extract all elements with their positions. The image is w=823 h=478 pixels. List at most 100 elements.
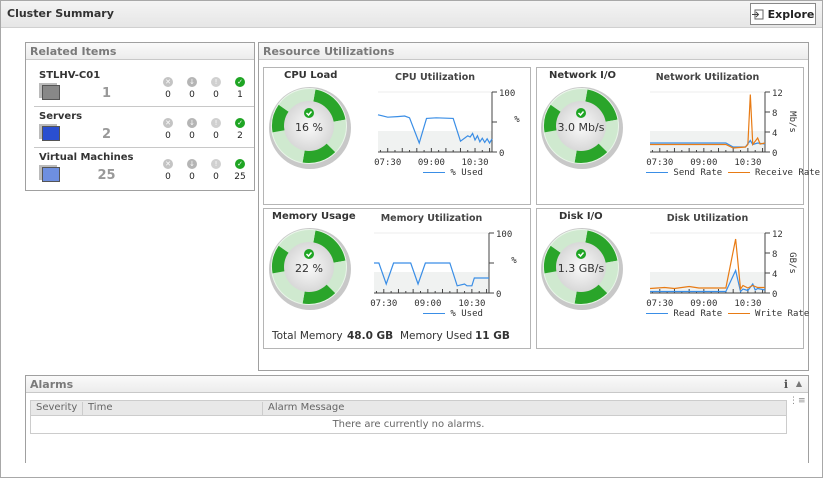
y-tick-label: 12 — [772, 89, 783, 99]
cpu-legend: % Used — [263, 168, 530, 178]
cpu-load-title: CPU Load — [284, 70, 338, 81]
cpu-load-gauge[interactable]: 16 % — [268, 86, 352, 173]
alarms-table: Severity Time Alarm Message There are cu… — [30, 400, 787, 434]
major-status-icon: ↓ — [187, 77, 197, 87]
legend-swatch — [727, 313, 750, 314]
normal-count: 2 — [237, 131, 243, 141]
total-memory-value: 48.0 GB — [347, 330, 394, 342]
explore-button[interactable]: Explore — [750, 3, 816, 25]
y-axis-label: Mb/s — [787, 111, 797, 133]
y-tick-label: 100 — [496, 230, 512, 240]
legend-item: % Used — [423, 309, 483, 319]
major-status[interactable]: ↓ 0 — [185, 118, 199, 141]
x-tick-label: 09:00 — [414, 299, 441, 309]
normal-status[interactable]: ✓ 2 — [233, 118, 247, 141]
related-item-name[interactable]: Servers — [39, 111, 83, 122]
normal-status-icon — [576, 108, 586, 118]
memory-chart-title: Memory Utilization — [380, 213, 483, 224]
legend-swatch — [727, 172, 750, 173]
disk-chart-title: Disk Utilization — [666, 213, 749, 224]
info-icon[interactable]: i — [783, 378, 788, 391]
normal-status[interactable]: ✓ 25 — [233, 159, 247, 182]
memory-chart: 07:30 09:00 10:30 0 100% — [370, 230, 517, 309]
warning-status[interactable]: ! 0 — [209, 159, 223, 182]
warning-status[interactable]: ! 0 — [209, 77, 223, 100]
critical-status[interactable]: ✕ 0 — [161, 159, 175, 182]
column-chooser-icon[interactable]: ⋮≡ — [789, 396, 806, 406]
cpu-chart: 07:30 09:00 10:30 0 100% — [374, 89, 520, 168]
critical-status[interactable]: ✕ 0 — [161, 77, 175, 100]
critical-status[interactable]: ✕ 0 — [161, 118, 175, 141]
column-time[interactable]: Time — [83, 402, 263, 416]
warning-count: 0 — [213, 90, 219, 100]
y-axis-label: GB/s — [787, 252, 797, 274]
related-item-name[interactable]: STLHV-C01 — [39, 70, 101, 81]
y-tick-label: 12 — [772, 230, 783, 240]
normal-count: 1 — [237, 90, 243, 100]
legend-label: Write Rate — [755, 309, 810, 319]
page-title: Cluster Summary — [7, 7, 114, 20]
gauge-value: 1.3 GB/s — [558, 262, 605, 275]
cluster-icon — [42, 85, 60, 100]
related-item-row[interactable]: STLHV-C01 1 ✕ 0 ↓ 0! 0 ✓ 1 — [34, 67, 254, 107]
gauge-ring: 16 % — [269, 87, 351, 169]
collapse-icon[interactable]: ▲ — [795, 379, 802, 388]
virtual-machine-icon — [42, 167, 60, 182]
x-tick-label: 07:30 — [374, 158, 401, 168]
x-tick-label: 10:30 — [458, 299, 485, 309]
memory-used-label: Memory Used — [400, 330, 473, 342]
y-tick-label: 4 — [772, 270, 777, 280]
normal-status-icon — [576, 249, 586, 259]
gauge-ring: 22 % — [269, 228, 351, 310]
normal-status-icon: ✓ — [235, 159, 245, 169]
related-item-count[interactable]: 1 — [101, 86, 112, 101]
alarms-title: Alarms — [26, 376, 808, 393]
gauge-value: 3.0 Mb/s — [558, 121, 605, 134]
warning-status[interactable]: ! 0 — [209, 118, 223, 141]
series-line-receive-rate — [650, 94, 766, 149]
network-io-title: Network I/O — [549, 70, 616, 81]
warning-count: 0 — [213, 131, 219, 141]
gauge-ring: 1.3 GB/s — [541, 228, 623, 310]
related-item-row[interactable]: Servers 2 ✕ 0 ↓ 0 ! 0 ✓ 2 — [34, 108, 254, 148]
critical-count: 0 — [165, 131, 171, 141]
major-status[interactable]: ↓ 0 — [185, 77, 199, 100]
normal-status[interactable]: ✓ 1 — [233, 77, 247, 100]
x-tick-label: 09:00 — [418, 158, 445, 168]
legend-swatch — [646, 313, 668, 314]
column-severity[interactable]: Severity — [31, 402, 83, 416]
warning-status-icon: ! — [211, 77, 221, 87]
y-tick-label: 4 — [772, 129, 777, 139]
major-status[interactable]: ↓ 0 — [185, 159, 199, 182]
resource-utilizations-title: Resource Utilizations — [259, 43, 808, 60]
alarms-table-header: Severity Time Alarm Message — [31, 401, 786, 416]
related-item-row[interactable]: Virtual Machines 25 ✕ 0 ↓ 0 ! 0 ✓ 25 — [34, 149, 254, 189]
disk-io-gauge[interactable]: 1.3 GB/s — [540, 227, 624, 314]
x-tick-label: 10:30 — [461, 158, 488, 168]
y-axis-label: % — [514, 115, 520, 125]
legend-swatch — [646, 172, 668, 173]
y-tick-label: 0 — [772, 290, 777, 300]
related-item-count[interactable]: 25 — [97, 168, 116, 183]
critical-count: 0 — [165, 90, 171, 100]
critical-status-icon: ✕ — [163, 77, 173, 87]
network-io-gauge[interactable]: 3.0 Mb/s — [540, 86, 624, 173]
related-item-count[interactable]: 2 — [101, 127, 112, 142]
x-tick-label: 07:30 — [646, 158, 673, 168]
memory-usage-gauge[interactable]: 22 % — [268, 227, 352, 314]
major-count: 0 — [189, 172, 195, 182]
explore-label: Explore — [767, 7, 815, 21]
x-tick-label: 07:30 — [370, 299, 397, 309]
legend-label: Send Rate — [673, 168, 723, 178]
related-item-name[interactable]: Virtual Machines — [39, 152, 134, 163]
warning-count: 0 — [213, 172, 219, 182]
column-alarm-message[interactable]: Alarm Message — [268, 402, 345, 413]
normal-count: 25 — [234, 172, 246, 182]
series-line--used — [377, 114, 493, 145]
y-tick-label: 8 — [772, 109, 777, 119]
legend-label: % Used — [450, 168, 483, 178]
gauge-ring: 3.0 Mb/s — [541, 87, 623, 169]
x-tick-label: 09:00 — [690, 299, 717, 309]
alarms-panel: Alarms i ▲ — [25, 375, 809, 463]
legend-swatch — [423, 313, 445, 314]
